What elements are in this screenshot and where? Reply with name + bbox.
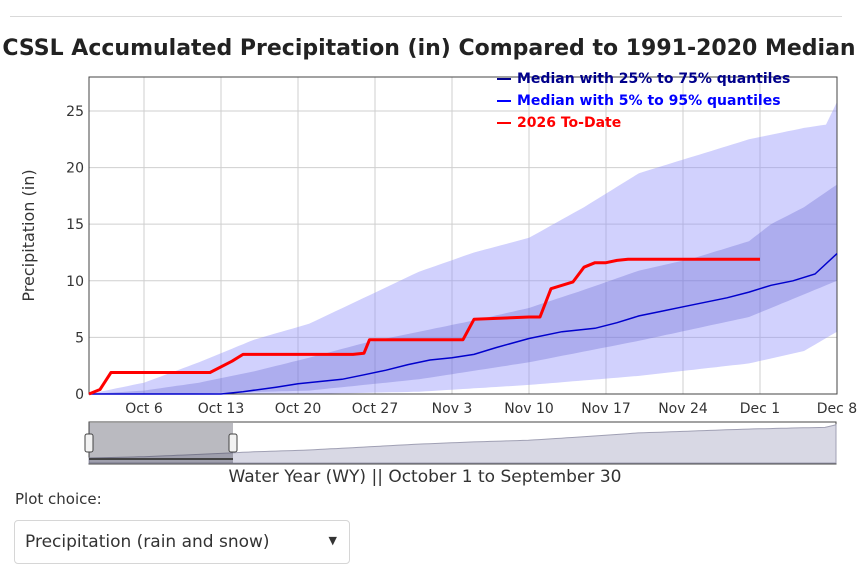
legend-label: 2026 To-Date (517, 115, 622, 131)
legend-swatch (497, 122, 511, 124)
legend-item-median-25-75[interactable]: Median with 25% to 75% quantiles (497, 68, 790, 90)
legend-swatch (497, 78, 511, 80)
y-tick-label: 0 (75, 387, 84, 403)
median-line (89, 253, 838, 395)
band-25-75-quantiles (89, 184, 837, 394)
legend-item-median-5-95[interactable]: Median with 5% to 95% quantiles (497, 90, 790, 112)
chart-legend: Median with 25% to 75% quantiles Median … (497, 68, 790, 134)
x-tick-label: Dec 1 (740, 401, 780, 417)
y-tick-label: 5 (75, 330, 84, 346)
legend-item-2026-to-date[interactable]: 2026 To-Date (497, 112, 790, 134)
x-tick-label: Oct 27 (352, 401, 398, 417)
x-tick-label: Oct 6 (125, 401, 163, 417)
x-tick-label: Nov 17 (581, 401, 631, 417)
plot-frame (88, 76, 838, 395)
x-tick-label: Nov 3 (432, 401, 473, 417)
x-tick-label: Nov 10 (504, 401, 554, 417)
chevron-down-icon[interactable]: ▼ (328, 534, 337, 547)
x-tick-label: Oct 20 (275, 401, 321, 417)
x-axis-title: Water Year (WY) || October 1 to Septembe… (228, 467, 622, 487)
x-tick-label: Nov 24 (658, 401, 708, 417)
y-tick-label: 10 (66, 274, 84, 290)
legend-label: Median with 25% to 75% quantiles (517, 71, 791, 87)
plot-choice-value: Precipitation (rain and snow) (25, 532, 270, 552)
range-slider-selection (89, 423, 233, 463)
y-axis-title: Precipitation (in) (19, 169, 38, 301)
range-slider-left-handle[interactable] (84, 433, 94, 453)
range-slider-overview (88, 424, 837, 464)
band-5-95-quantiles (89, 101, 837, 395)
y-tick-label: 15 (66, 217, 84, 233)
y-tick-label: 20 (66, 161, 84, 177)
legend-label: Median with 5% to 95% quantiles (517, 93, 781, 109)
plot-choice-dropdown[interactable]: Precipitation (rain and snow) ▼ (14, 520, 350, 564)
x-tick-label: Oct 13 (198, 401, 244, 417)
chart-title: CSSL Accumulated Precipitation (in) Comp… (2, 36, 856, 61)
legend-swatch (497, 100, 511, 102)
range-slider-right-handle[interactable] (228, 433, 238, 453)
to-date-2026-line (88, 257, 760, 396)
x-tick-label: Dec 8 (817, 401, 857, 417)
top-divider (10, 16, 842, 17)
y-tick-label: 25 (66, 104, 84, 120)
plot-choice-label: Plot choice: (15, 490, 102, 508)
